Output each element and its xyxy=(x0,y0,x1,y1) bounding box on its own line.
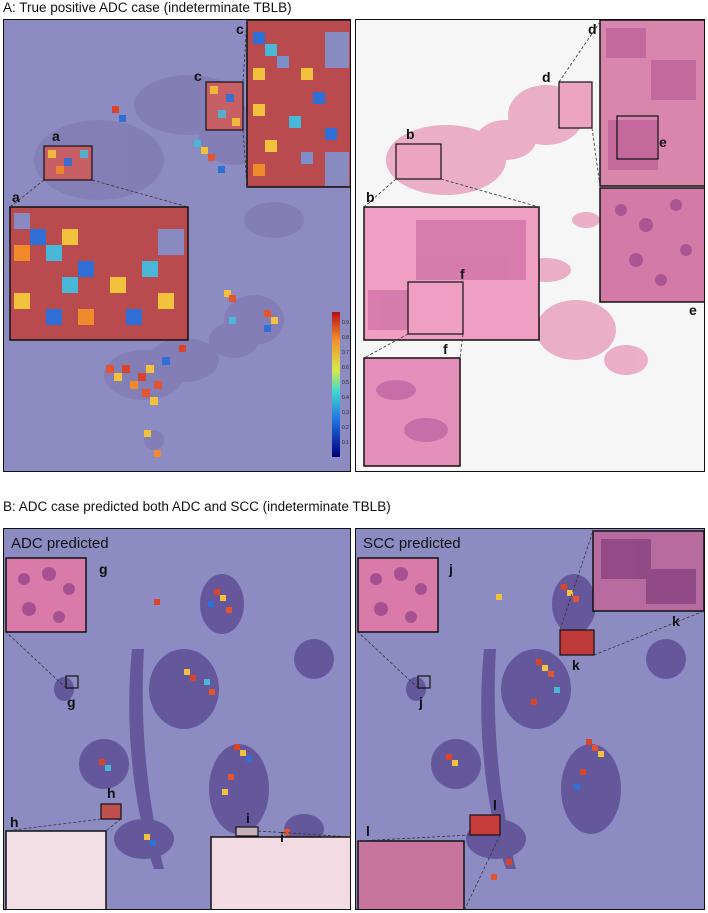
label-g-inset: g xyxy=(99,561,108,577)
label-e: e xyxy=(659,134,667,150)
label-e-inset: e xyxy=(689,302,697,318)
label-h-inset: h xyxy=(10,814,19,830)
label-l-inset: l xyxy=(366,823,370,839)
colorbar-tick: 0.9 xyxy=(342,320,349,326)
panel-a-he: d d b b e e f f xyxy=(355,19,705,472)
label-g: g xyxy=(67,694,76,710)
colorbar-tick: 0.1 xyxy=(342,440,349,446)
panel-b-title: B: ADC case predicted both ADC and SCC (… xyxy=(3,499,391,514)
label-a-inset: a xyxy=(12,189,20,205)
label-b: b xyxy=(406,126,415,142)
label-j: j xyxy=(418,694,423,710)
he-a-canvas: d d b b e e f f xyxy=(356,20,704,471)
colorbar-tick: 0.6 xyxy=(342,365,349,371)
scc-predicted-title: SCC predicted xyxy=(363,535,461,552)
label-c: c xyxy=(194,68,202,84)
label-h: h xyxy=(107,785,116,801)
colorbar-tick: 0.2 xyxy=(342,425,349,431)
label-i-inset: i xyxy=(280,829,284,845)
label-d: d xyxy=(542,69,551,85)
label-f: f xyxy=(460,266,465,282)
colorbar-tick: 0.4 xyxy=(342,395,349,401)
colorbar-tick: 0.7 xyxy=(342,350,349,356)
label-k-inset: k xyxy=(672,613,680,629)
label-f-inset: f xyxy=(443,341,448,357)
panel-b-adc: g g h h i i ADC predicted xyxy=(3,528,351,910)
heatmap-a-canvas: 0.9 0.8 0.7 0.6 0.5 0.4 0.3 0.2 0.1 c c … xyxy=(4,20,350,471)
label-b-inset: b xyxy=(366,189,375,205)
heatmap-b-adc-canvas: g g h h i i xyxy=(4,529,350,909)
label-l: l xyxy=(493,797,497,813)
adc-predicted-title: ADC predicted xyxy=(11,535,109,552)
colorbar-tick: 0.3 xyxy=(342,410,349,416)
label-j-inset: j xyxy=(448,561,453,577)
label-i: i xyxy=(246,810,250,826)
panel-b-scc: j j k k l l SCC predicted xyxy=(355,528,705,910)
label-c-inset: c xyxy=(236,21,244,37)
colorbar-tick: 0.5 xyxy=(342,380,349,386)
label-k: k xyxy=(572,657,580,673)
colorbar xyxy=(332,312,340,457)
panel-a-heatmap: 0.9 0.8 0.7 0.6 0.5 0.4 0.3 0.2 0.1 c c … xyxy=(3,19,351,472)
heatmap-b-scc-canvas: j j k k l l xyxy=(356,529,704,909)
label-d-inset: d xyxy=(588,21,597,37)
label-a: a xyxy=(52,128,60,144)
panel-a-title: A: True positive ADC case (indeterminate… xyxy=(3,0,292,15)
colorbar-tick: 0.8 xyxy=(342,335,349,341)
